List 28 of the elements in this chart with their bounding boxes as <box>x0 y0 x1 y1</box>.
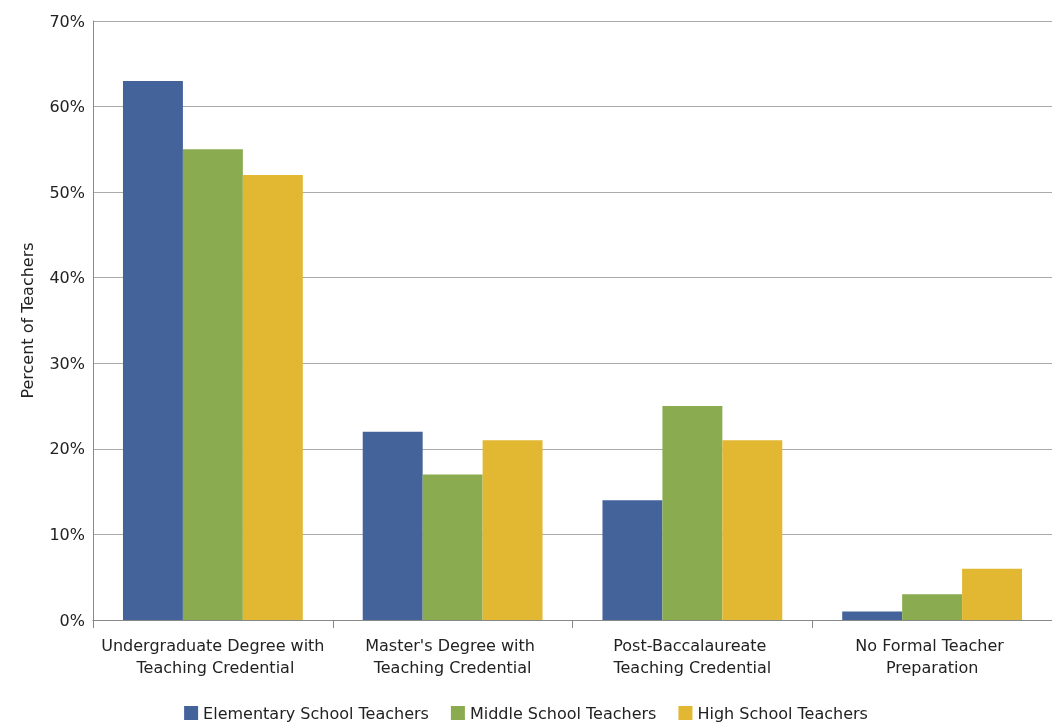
x-tick-label: No Formal Teacher Preparation <box>855 635 1009 677</box>
bar <box>362 431 423 620</box>
y-tick-label: 0% <box>59 610 85 630</box>
bar <box>662 406 723 620</box>
y-tick-label: 20% <box>49 439 85 459</box>
y-tick-label: 30% <box>49 353 85 373</box>
bar <box>482 440 543 620</box>
bar <box>962 568 1023 620</box>
legend-label: Elementary School Teachers <box>203 703 429 723</box>
y-tick-label: 10% <box>49 524 85 544</box>
y-tick-label: 70% <box>49 11 85 31</box>
bar <box>722 440 783 620</box>
x-tick-label: Undergraduate Degree with Teaching Credential <box>101 635 325 677</box>
bar <box>422 474 483 620</box>
legend-label: High School Teachers <box>697 703 868 723</box>
bar <box>902 594 963 620</box>
y-tick-label: 40% <box>49 268 85 288</box>
bar <box>182 149 243 620</box>
y-tick-label: 60% <box>49 97 85 117</box>
bar <box>842 611 903 620</box>
x-tick-label: Post-Baccalaureate Teaching Credential <box>612 635 772 677</box>
bar <box>242 175 303 620</box>
bar <box>122 80 183 620</box>
x-tick-label: Master's Degree with Teaching Credential <box>365 635 541 677</box>
bar <box>602 500 663 620</box>
y-tick-label: 50% <box>49 182 85 202</box>
y-axis-title: Percent of Teachers <box>17 242 37 399</box>
legend-label: Middle School Teachers <box>469 703 657 723</box>
